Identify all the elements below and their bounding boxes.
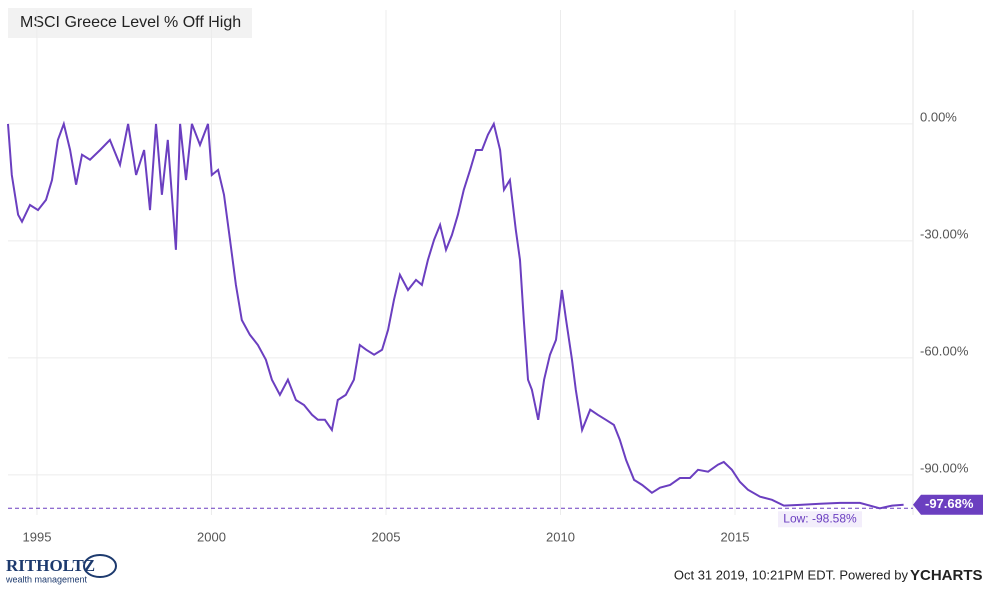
line-series (7, 120, 904, 510)
x-tick-label: 2000 (197, 529, 226, 544)
y-tick-label: 0.00% (920, 109, 957, 124)
footer: Oct 31 2019, 10:21PM EDT. Powered by (674, 567, 909, 582)
low-label-bg (778, 511, 862, 528)
last-value-badge (913, 494, 983, 515)
chart-title: MSCI Greece Level % Off High (20, 14, 241, 31)
brand: YCHARTS (910, 567, 983, 584)
x-tick-label: 1995 (23, 529, 52, 544)
y-tick-label: -30.00% (920, 226, 969, 241)
x-tick-label: 2010 (546, 529, 575, 544)
x-tick-label: 2005 (372, 529, 401, 544)
logo-sub: wealth management (5, 574, 88, 584)
y-tick-label: -90.00% (920, 460, 969, 475)
logo-name: RITHOLTZ (6, 556, 95, 575)
x-tick-label: 2015 (721, 529, 750, 544)
last-value-label: -97.68% (925, 496, 974, 511)
y-tick-label: -60.00% (920, 343, 969, 358)
low-label: Low: -98.58% (783, 511, 857, 525)
logo-mark (83, 554, 117, 578)
